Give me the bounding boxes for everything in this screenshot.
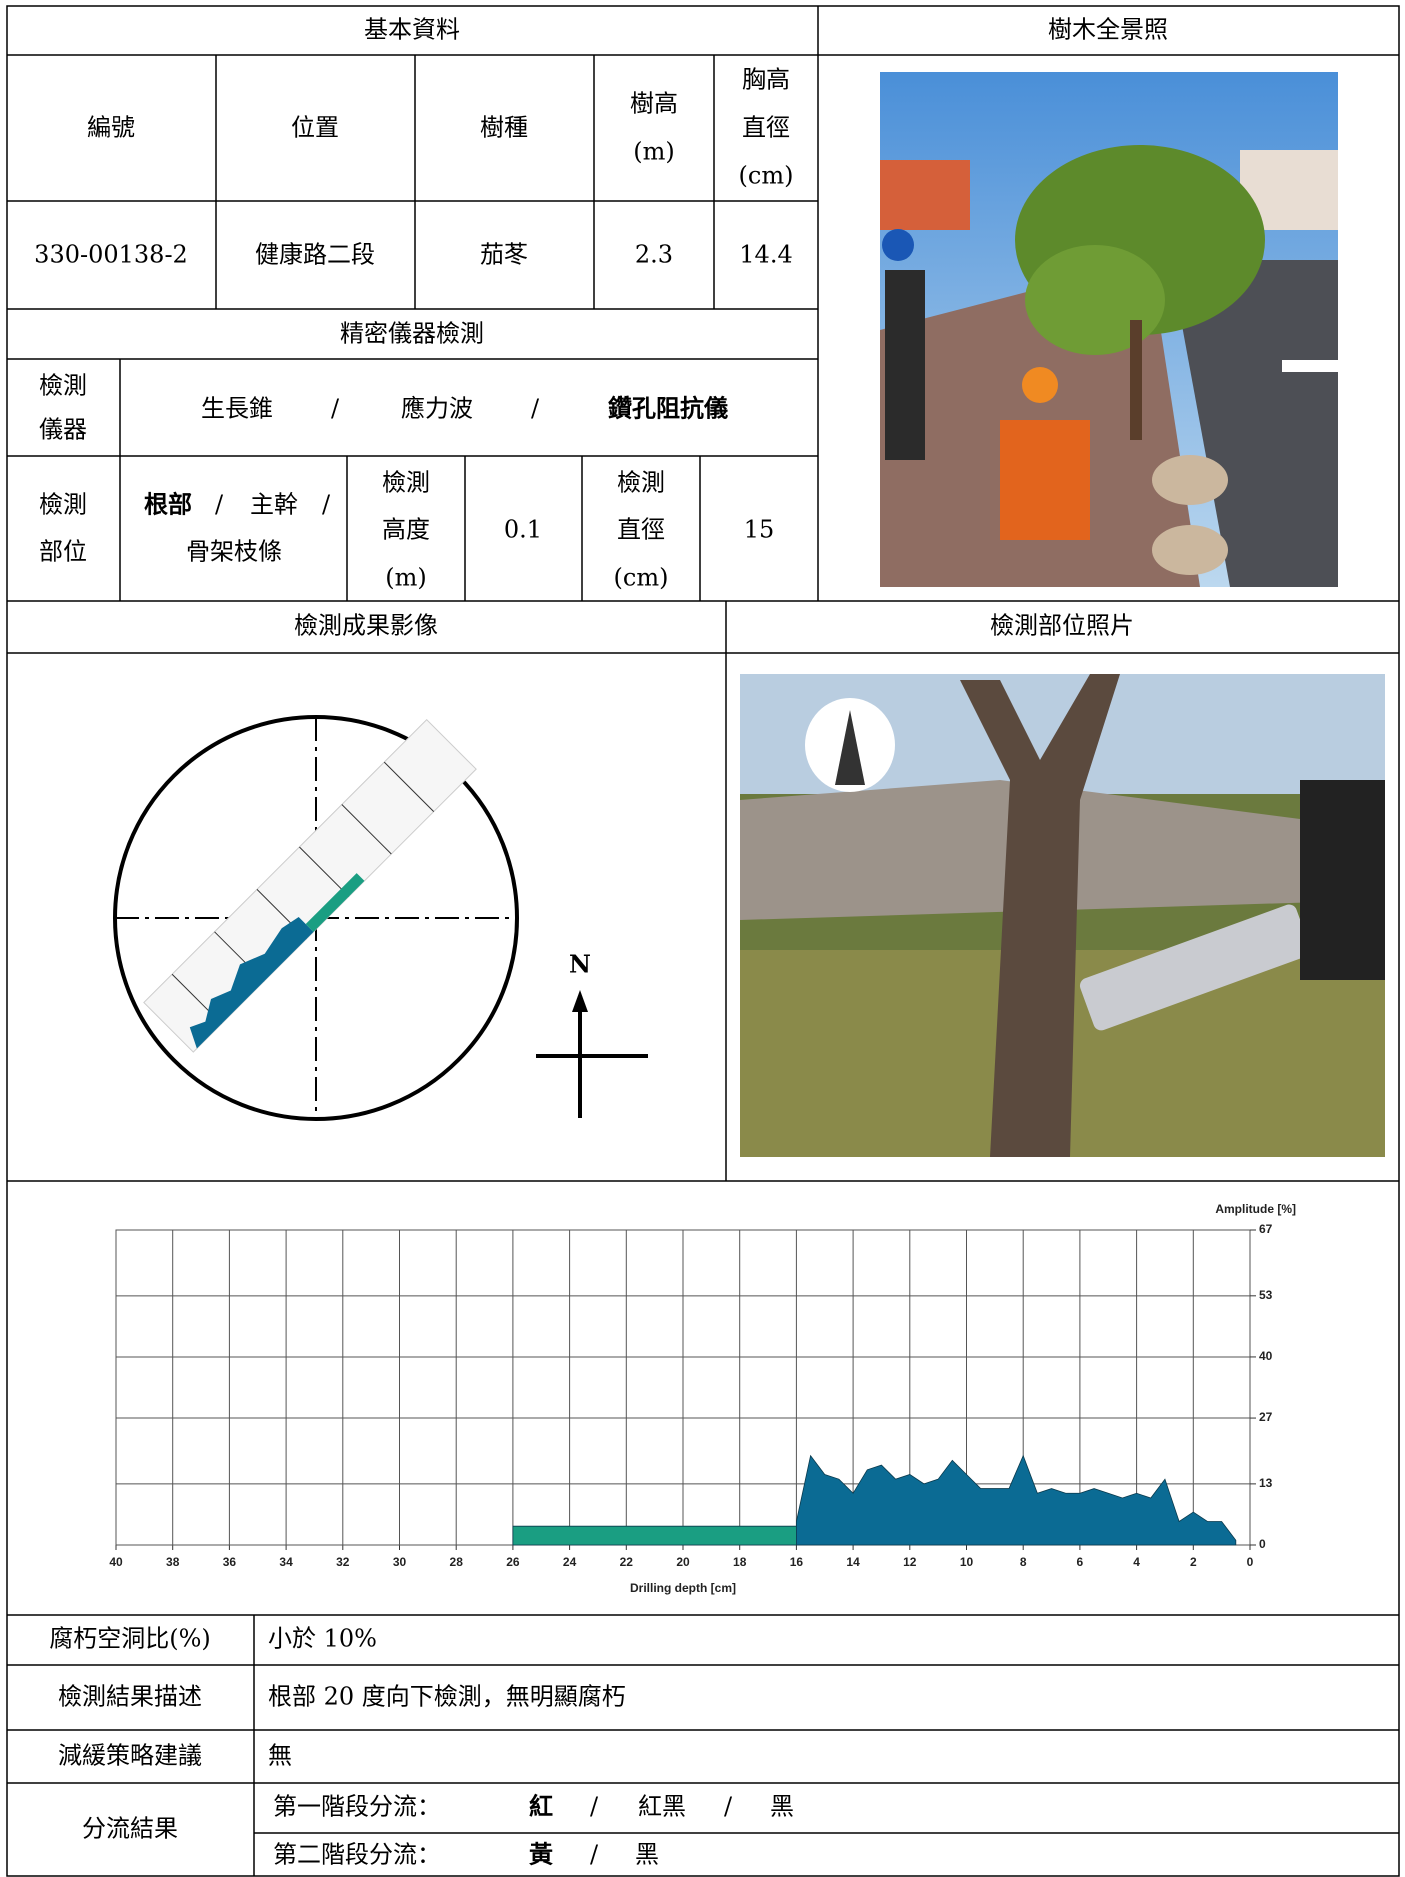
cell: 330-00138-2	[34, 241, 188, 269]
area	[512, 1525, 797, 1546]
header: 編號	[87, 114, 135, 142]
x-tick-label: 18	[733, 1555, 747, 1569]
label: (m)	[385, 564, 426, 592]
x-tick-label: 2	[1190, 1555, 1197, 1569]
separator: /	[215, 491, 224, 519]
amplitude-chart: 40 38 36 34 32 30 28 26 24 22 20 18 16 14 12 10 8 6 4 2 0013…	[109, 1222, 1272, 1569]
x-tick-label: 26	[506, 1555, 520, 1569]
y-tick-label: 53	[1259, 1288, 1273, 1302]
x-tick-label: 38	[166, 1555, 180, 1569]
y-tick-label: 0	[1259, 1537, 1266, 1551]
label: 檢測	[39, 491, 87, 519]
selected-option: 紅	[529, 1792, 553, 1821]
selected-option: 鑽孔阻抗儀	[608, 394, 728, 423]
y-tick-label: 67	[1259, 1222, 1273, 1236]
x-tick-label: 14	[846, 1555, 860, 1569]
row-value: 根部 20 度向下檢測，無明顯腐朽	[268, 1683, 626, 1711]
label: 檢測	[382, 469, 430, 497]
x-tick-label: 6	[1077, 1555, 1084, 1569]
cell: 15	[744, 516, 775, 544]
cell: 茄苳	[480, 241, 528, 269]
tree-photo	[880, 72, 1338, 587]
y-tick-label: 40	[1259, 1349, 1273, 1363]
separator: /	[724, 1793, 733, 1821]
separator: /	[590, 1793, 599, 1821]
header: (m)	[633, 138, 674, 166]
row-label: 檢測結果描述	[58, 1683, 202, 1711]
stage-label: 第二階段分流：	[273, 1841, 441, 1869]
north-label: N	[569, 950, 591, 979]
section-title: 基本資料	[364, 16, 460, 44]
x-tick-label: 12	[903, 1555, 917, 1569]
separator: /	[531, 395, 540, 423]
header: 樹高	[630, 90, 678, 118]
option: 黑	[635, 1841, 659, 1869]
header: 樹種	[480, 114, 528, 142]
cell: 0.1	[504, 516, 542, 544]
cell: 14.4	[739, 241, 792, 269]
x-tick-label: 32	[336, 1555, 350, 1569]
site-photo	[740, 674, 1385, 1157]
section-title: 精密儀器檢測	[340, 320, 484, 348]
row-value: 無	[268, 1742, 292, 1770]
option: 主幹	[250, 491, 298, 519]
label: 部位	[39, 538, 87, 566]
selected-option: 黃	[529, 1840, 553, 1869]
cell: 2.3	[635, 241, 673, 269]
y-tick-label: 27	[1259, 1410, 1273, 1424]
x-tick-label: 8	[1020, 1555, 1027, 1569]
section-title: 樹木全景照	[1048, 16, 1168, 44]
x-tick-label: 40	[109, 1555, 123, 1569]
table-lines	[6, 5, 1400, 1877]
row-label: 分流結果	[82, 1815, 178, 1843]
separator: /	[331, 395, 340, 423]
label: 檢測	[39, 372, 87, 400]
label: 檢測	[617, 469, 665, 497]
x-tick-label: 10	[960, 1555, 974, 1569]
x-tick-label: 36	[223, 1555, 237, 1569]
cell: 健康路二段	[255, 241, 375, 269]
selected-option: 根部	[144, 490, 192, 519]
option: 黑	[770, 1793, 794, 1821]
row-label: 腐朽空洞比(%)	[49, 1625, 211, 1653]
option: 應力波	[401, 395, 473, 423]
x-tick-label: 0	[1247, 1555, 1254, 1569]
separator: /	[590, 1841, 599, 1869]
x-tick-label: 4	[1133, 1555, 1140, 1569]
x-axis-label: Drilling depth [cm]	[630, 1581, 736, 1595]
x-tick-label: 22	[620, 1555, 634, 1569]
x-tick-label: 30	[393, 1555, 407, 1569]
x-tick-label: 28	[450, 1555, 464, 1569]
label: 直徑	[617, 516, 665, 544]
label: 高度	[382, 516, 430, 544]
option: 紅黑	[638, 1793, 686, 1821]
option: 生長錐	[201, 395, 273, 423]
header: (cm)	[739, 162, 794, 190]
header: 位置	[291, 114, 339, 142]
row-label: 減緩策略建議	[58, 1742, 202, 1770]
section-title: 檢測部位照片	[990, 612, 1134, 640]
label: (cm)	[614, 564, 669, 592]
label: 儀器	[39, 416, 87, 444]
row-value: 小於 10%	[268, 1625, 377, 1653]
x-tick-label: 34	[279, 1555, 293, 1569]
header: 胸高	[742, 66, 790, 94]
x-tick-label: 16	[790, 1555, 804, 1569]
section-title: 檢測成果影像	[294, 612, 438, 640]
header: 直徑	[742, 114, 790, 142]
y-axis-label: Amplitude [%]	[1215, 1202, 1296, 1216]
separator: /	[322, 491, 331, 519]
x-tick-label: 20	[676, 1555, 690, 1569]
area	[796, 1454, 1237, 1546]
option: 骨架枝條	[186, 538, 282, 566]
x-tick-label: 24	[563, 1555, 577, 1569]
drill-diagram	[113, 715, 648, 1121]
y-tick-label: 13	[1259, 1476, 1273, 1490]
stage-label: 第一階段分流：	[273, 1793, 441, 1821]
